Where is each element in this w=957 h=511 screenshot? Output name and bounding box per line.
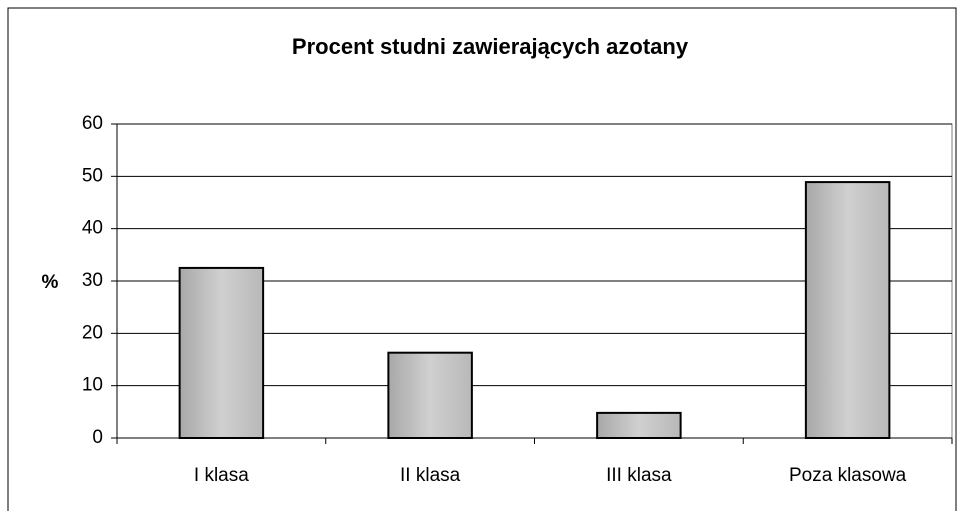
y-tick-label: 40 [82,218,103,239]
bar [596,411,682,440]
y-axis-label: % [42,272,59,293]
y-tick-label: 30 [82,270,103,291]
y-tick-label: 50 [82,165,103,186]
x-tick-label: III klasa [606,465,672,486]
y-tick-label: 20 [82,322,103,343]
chart-frame [7,7,957,511]
bar [178,266,265,439]
y-tick-label: 10 [82,375,103,396]
y-tick-label: 0 [92,427,103,448]
y-tick-label: 60 [82,113,103,134]
bar [387,351,473,439]
x-tick-label: I klasa [194,465,249,486]
x-tick-label: Poza klasowa [789,465,907,486]
chart-title: Procent studni zawierających azotany [292,34,689,59]
bar [804,181,891,439]
x-tick-label: II klasa [400,465,461,486]
